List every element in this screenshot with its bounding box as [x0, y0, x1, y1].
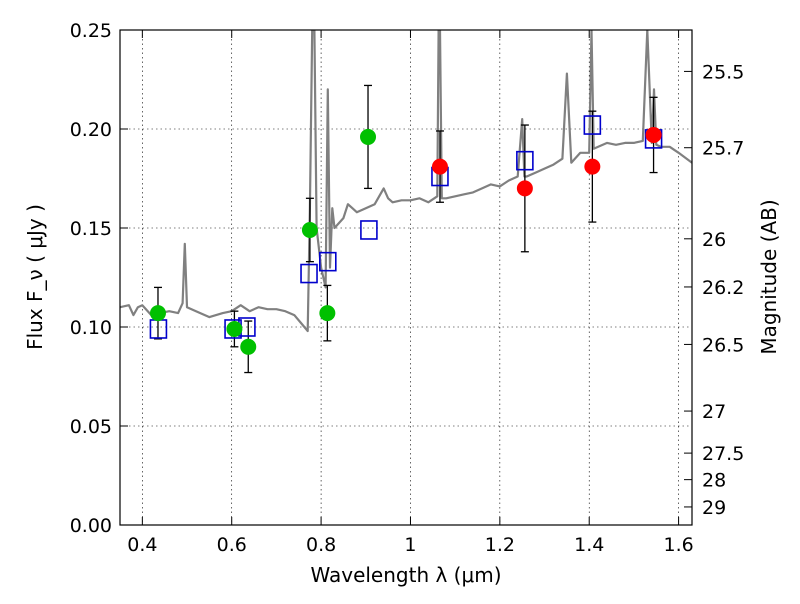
model-flux-square: [583, 115, 602, 135]
x-tick-label: 0.8: [306, 534, 336, 556]
observed-flux-point: [645, 126, 662, 143]
y-tick-label: 0.00: [70, 515, 112, 537]
magnitude-axis-label: Magnitude (AB): [757, 199, 781, 354]
magnitude-tick-label: 27: [702, 401, 726, 423]
magnitude-tick-label: 28: [702, 470, 726, 492]
magnitude-tick-label: 25.5: [702, 61, 744, 83]
grid: [120, 29, 692, 526]
x-tick-label: 1.4: [574, 534, 604, 556]
y-tick-label: 0.15: [70, 218, 112, 240]
observed-flux-point: [431, 158, 448, 175]
y-tick-label: 0.25: [70, 20, 112, 42]
y-tick-label: 0.05: [70, 416, 112, 438]
x-tick-label: 1.2: [485, 534, 515, 556]
magnitude-tick-label: 25.7: [702, 138, 744, 160]
observed-flux-point: [301, 221, 318, 238]
magnitude-tick-label: 27.5: [702, 443, 744, 465]
x-axis-label: Wavelength λ (μm): [310, 563, 501, 587]
observed-flux-point: [516, 180, 533, 197]
axis-ticks: 0.4 0.6 0.8 1 1.2 1.4 1.6 0.00 0.05 0.10 0.15 0.20 0…: [70, 20, 745, 556]
observed-flux-point: [584, 158, 601, 175]
model-flux-square: [516, 150, 534, 171]
model-flux-square: [300, 263, 318, 284]
model-spectrum: [120, 30, 692, 333]
magnitude-tick-label: 26: [702, 229, 726, 251]
model-flux-square: [360, 220, 378, 240]
plot-frame: [119, 29, 693, 526]
model-flux-square: [318, 251, 337, 272]
observed-flux-point: [360, 128, 377, 145]
x-tick-label: 1: [404, 534, 416, 556]
plot-area: [120, 30, 692, 374]
y-tick-label: 0.10: [70, 317, 112, 339]
y-axis-label: Flux F_ν ( μJy ): [23, 204, 47, 350]
data-markers: [149, 115, 663, 355]
magnitude-tick-label: 29: [702, 497, 726, 519]
observed-flux-point: [226, 320, 243, 337]
magnitude-tick-label: 26.5: [702, 334, 744, 356]
x-tick-label: 0.4: [127, 534, 157, 556]
observed-flux-point: [149, 305, 166, 322]
observed-flux-point: [240, 338, 257, 355]
observed-flux-point: [319, 305, 336, 322]
x-tick-label: 1.6: [663, 534, 693, 556]
magnitude-tick-label: 26.2: [702, 277, 744, 299]
spectrum-line: [120, 30, 692, 333]
y-tick-label: 0.20: [70, 119, 112, 141]
x-tick-label: 0.6: [217, 534, 247, 556]
